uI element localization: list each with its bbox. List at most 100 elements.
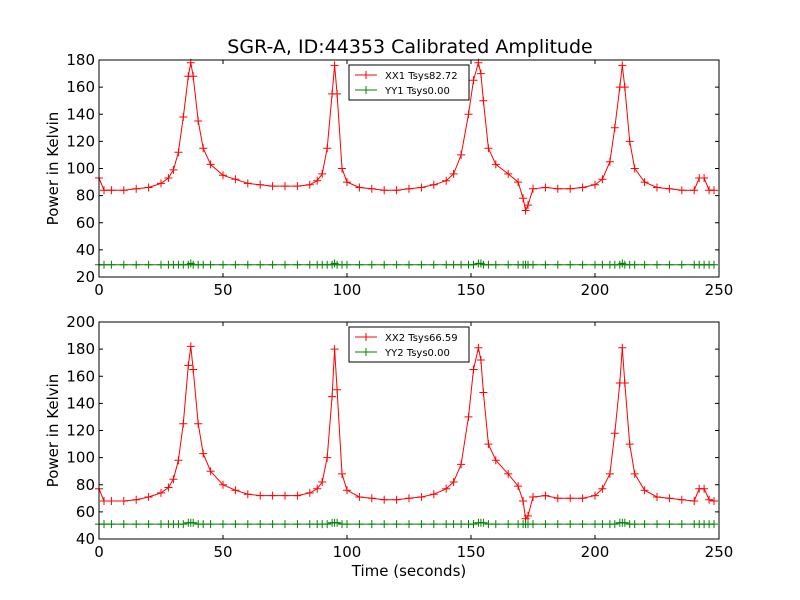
plot1-series-2-point [578, 260, 587, 269]
plot2-series-line-1 [98, 346, 715, 520]
plot2-series-1-point [429, 490, 438, 499]
plot1-series-1-point [169, 165, 178, 174]
plot2-series-1-point [700, 484, 709, 493]
plot2-series-1-point [268, 491, 277, 500]
plot2-series-2-point [206, 520, 215, 529]
plot1-series-1-point [476, 69, 485, 78]
plot2-series-2-point [504, 520, 513, 529]
plot2-series-2-point [293, 520, 302, 529]
plot2-series-2-point [219, 520, 227, 529]
plot2-series-1-point [338, 469, 346, 478]
plot2-series-2-point [405, 520, 413, 529]
plot1-series-1-point [514, 178, 523, 187]
plot2-series-2-point [620, 518, 629, 527]
plot1-series-1-point [157, 179, 165, 188]
plot1-series-1-point [700, 174, 709, 182]
plot1-legend-box [348, 64, 470, 101]
plot2-series-1-point [653, 493, 661, 501]
plot2-series-1-point [578, 494, 587, 503]
plot1-y-tick-label: 100 [66, 160, 95, 178]
plot1-series-1-point [132, 184, 141, 193]
plot1-series-2-point [541, 260, 550, 269]
plot1-legend-marker-1 [362, 71, 370, 79]
plot1-series-1-point [625, 137, 634, 146]
plot2-series-1-point [630, 469, 639, 478]
plot2-series-2-point [610, 520, 619, 529]
plot1-series-2-point [293, 260, 302, 269]
plot1-series-1-point [333, 89, 342, 98]
plot2-legend-marker-1 [362, 333, 370, 341]
plot1-series-2-point [591, 260, 599, 269]
plot2-series-2-point [469, 520, 478, 529]
plot1-series-1-point [504, 169, 513, 178]
plot1-series-1-point [479, 96, 488, 105]
plot1-y-tick-label: 20 [76, 268, 95, 286]
plot1-series-2-point [429, 260, 438, 269]
plot1-series-2-point [457, 260, 466, 269]
plot1-x-tick-label: 150 [457, 281, 486, 299]
plot1-series-2-point [343, 260, 351, 269]
plot2-series-1-point [417, 493, 426, 501]
plot1-series-2-point [367, 260, 376, 269]
plot2-series-2-point [157, 520, 165, 529]
plot2-series-1-point [186, 342, 195, 351]
plot2-series-1-point [464, 412, 473, 421]
plot2-series-1-point [640, 486, 649, 495]
plot1-series-1-point [194, 117, 203, 125]
plot2-x-tick-label: 200 [581, 543, 610, 561]
plot2-series-2-point [598, 520, 607, 529]
plot1-x-tick-label: 250 [705, 281, 734, 299]
plot1-series-1-point [491, 160, 500, 169]
plot2-series-1-point [119, 497, 128, 505]
plot2-series-2-point [268, 520, 277, 529]
plot1-series-2-point [598, 260, 607, 269]
plot1-series-1-point [464, 110, 473, 119]
plot2-series-1-point [598, 484, 607, 493]
plot2-series-1-point [484, 440, 493, 449]
plot1-series-1-point [256, 180, 265, 189]
plot2-series-2-point [553, 520, 562, 529]
plot1-series-1-point [179, 113, 188, 121]
plot2-y-tick-label: 160 [66, 367, 95, 385]
plot1-series-1-point [219, 171, 227, 180]
plot2-series-1-point [705, 495, 714, 504]
plot2-series-1-point [189, 365, 198, 374]
plot2-series-1-point [144, 493, 153, 501]
plot1-series-1-point [605, 157, 614, 166]
plot1-series-2-point [219, 260, 227, 269]
plot1-series-2-point [630, 260, 639, 269]
plot1-series-1-point [429, 180, 438, 189]
plot2-series-1-point [514, 482, 523, 491]
plot2-series-2-point [367, 520, 376, 529]
plot1-series-2-point [529, 260, 537, 269]
plot2-series-2-point [305, 520, 314, 529]
plot2-y-axis-label: Power in Kelvin [44, 374, 62, 488]
plot2-series-1-point [476, 356, 485, 364]
plot2-y-tick-label: 40 [76, 530, 95, 548]
plot2-series-1-point [529, 493, 537, 501]
plot2-series-2-point [491, 520, 500, 529]
plot2-series-2-point [281, 520, 289, 529]
plot1-series-2-point [553, 260, 562, 269]
plot1-y-tick-label: 40 [76, 241, 95, 259]
plot2-series-1-point [479, 388, 488, 397]
plot2-series-1-point [323, 453, 332, 462]
plot1-legend-marker-2 [362, 86, 370, 94]
plot2-series-1-point [491, 456, 500, 465]
plot1-series-1-point [343, 178, 351, 187]
plot1-series-1-point [484, 144, 493, 153]
plot2-series-1-point [618, 343, 627, 352]
plot2-series-2-point [479, 518, 488, 527]
plot1-series-1-point [380, 186, 389, 195]
plot2-series-2-point [256, 520, 265, 529]
plot1-series-2-point [405, 260, 413, 269]
plot1-series-1-point [144, 183, 153, 192]
plot1-series-2-point [491, 260, 500, 269]
plot1-series-1-point [392, 186, 401, 195]
plot2-series-1-point [100, 497, 108, 505]
plot1-x-tick-label: 0 [94, 281, 104, 299]
plot2-series-2-point [566, 520, 575, 529]
plot2-series-1-point [710, 497, 718, 505]
plot1-series-1-point [541, 183, 550, 192]
